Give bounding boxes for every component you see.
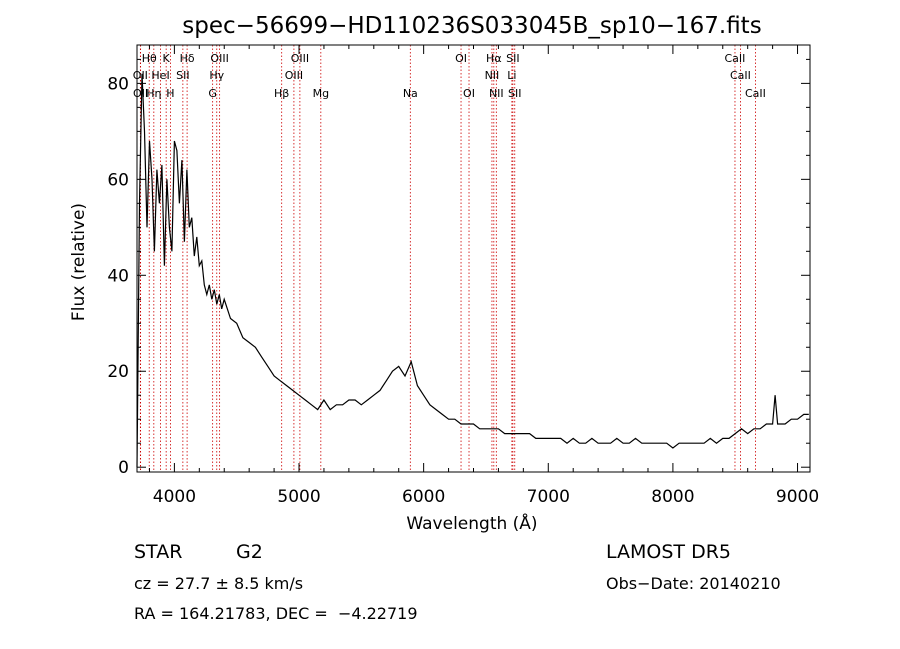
line-label-12: Hγ [209, 69, 224, 82]
line-label-0: Hθ [142, 52, 157, 65]
object-class: STAR [134, 541, 183, 563]
line-label-6: Hα [486, 52, 502, 65]
line-label-2: Hδ [180, 52, 195, 65]
line-label-16: CaII [730, 69, 751, 82]
spectral-line-markers [139, 45, 756, 472]
line-label-26: SII [508, 87, 521, 100]
line-label-20: G [208, 87, 217, 100]
line-label-21: Hβ [274, 87, 289, 100]
line-label-11: SII [176, 69, 189, 82]
x-axis-label: Wavelength (Å) [406, 512, 537, 534]
y-axis: 0 20 40 60 80 [107, 58, 810, 478]
line-label-8: CaII [725, 52, 746, 65]
ra-dec-coords: RA = 164.21783, DEC = −4.22719 [134, 604, 418, 623]
x-tick-label-6000: 6000 [402, 487, 445, 507]
y-axis-label: Flux (relative) [69, 203, 89, 321]
redshift-cz: cz = 27.7 ± 8.5 km/s [134, 574, 304, 593]
chart-title: spec−56699−HD110236S033045B_sp10−167.fit… [182, 13, 761, 39]
line-label-19: H [166, 87, 174, 100]
line-label-24: OI [463, 87, 475, 100]
observation-date: Obs−Date: 20140210 [606, 574, 781, 593]
line-label-1: K [163, 52, 171, 65]
line-label-3: OIII [210, 52, 228, 65]
y-tick-label-80: 80 [107, 74, 129, 94]
line-label-18: Hη [146, 87, 161, 100]
line-label-4: OIII [291, 52, 309, 65]
line-label-5: OI [455, 52, 467, 65]
spectrum-line [136, 73, 809, 468]
line-label-22: Mg [313, 87, 329, 100]
line-label-9: OII [133, 69, 148, 82]
line-label-10: HeI [151, 69, 169, 82]
y-tick-label-0: 0 [118, 458, 129, 478]
y-tick-label-40: 40 [107, 266, 129, 286]
x-tick-label-8000: 8000 [651, 487, 694, 507]
x-tick-label-5000: 5000 [277, 487, 320, 507]
line-label-25: NII [489, 87, 504, 100]
object-subclass: G2 [236, 541, 263, 563]
x-tick-label-4000: 4000 [153, 487, 196, 507]
plot-frame [136, 44, 811, 473]
x-tick-label-7000: 7000 [527, 487, 570, 507]
survey-name: LAMOST DR5 [606, 541, 731, 563]
x-axis: 4000 5000 6000 7000 8000 9000 [148, 45, 819, 507]
line-label-23: Na [403, 87, 418, 100]
line-label-13: OIII [285, 69, 303, 82]
line-label-14: NII [485, 69, 500, 82]
y-tick-label-60: 60 [107, 170, 129, 190]
line-label-15: Li [507, 69, 516, 82]
x-tick-label-9000: 9000 [776, 487, 819, 507]
y-tick-label-20: 20 [107, 362, 129, 382]
spectral-line-labels: Hθ K Hδ OIII OIII OI Hα SII CaII OII HeI SII Hγ OIII N… [133, 52, 766, 100]
line-label-7: SII [506, 52, 519, 65]
line-label-27: CaII [745, 87, 766, 100]
